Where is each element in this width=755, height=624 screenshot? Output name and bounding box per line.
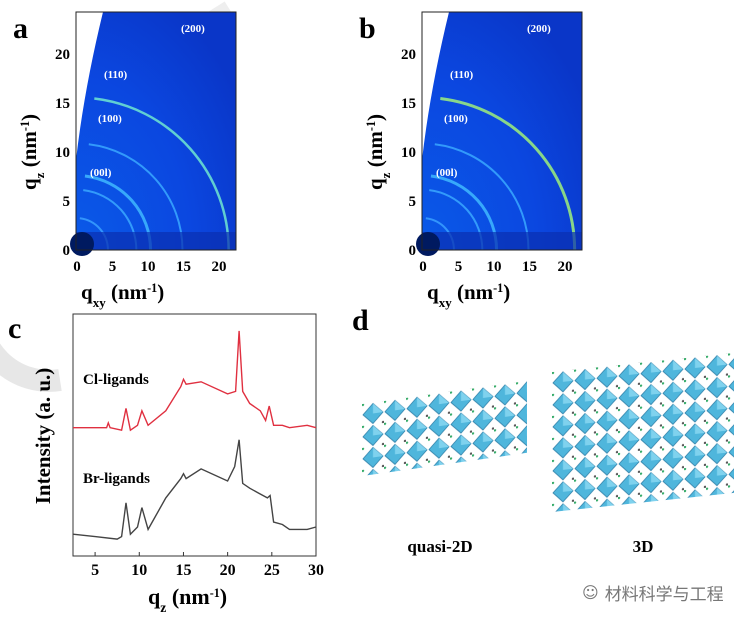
series-line-cl-ligands	[73, 330, 317, 432]
x-tick-label: 5	[91, 562, 99, 579]
quasi-2d-structure	[362, 380, 527, 476]
ring-label: (110)	[104, 69, 128, 81]
footer-text: 材料科学与工程	[604, 585, 724, 605]
y-tick-label: 20	[401, 47, 416, 63]
y-tick-label: 10	[55, 145, 70, 161]
diffraction-ring	[434, 143, 530, 251]
missing-wedge	[76, 12, 103, 160]
panel-label: a	[13, 12, 28, 45]
panel-label: b	[359, 12, 376, 45]
3d-structure	[552, 352, 734, 512]
series-label: Cl-ligands	[83, 372, 149, 388]
series-line-br-ligands	[72, 439, 317, 540]
y-tick-label: 5	[409, 194, 417, 210]
x-tick-label: 0	[73, 259, 81, 275]
panel-c-line-chart: c 5 10 15 20 25 30 qz (nm-1) Intensity (a. u.) Cl…	[8, 312, 324, 615]
plot-frame	[75, 11, 237, 251]
series-label: Br-ligands	[83, 471, 150, 487]
x-tick-label: 10	[131, 562, 147, 579]
x-axis-label: qxy (nm-1)	[81, 280, 164, 310]
x-axis-label: qxy (nm-1)	[427, 280, 510, 310]
x-tick-label: 20	[558, 259, 573, 275]
quasi-2d-label: quasi-2D	[407, 537, 472, 556]
diffraction-ring	[88, 143, 184, 251]
3d-label: 3D	[633, 537, 654, 556]
y-tick-label: 5	[63, 194, 71, 210]
x-tick-label: 30	[308, 562, 324, 579]
panel-b-giwaxs: (200) (110) (100) (00l) 0 5 10 15 20 0 5 10 15 20 b qxy…	[359, 11, 583, 310]
plot-frame	[72, 313, 317, 557]
y-tick-label: 15	[55, 96, 70, 112]
x-axis-label: qz (nm-1)	[148, 584, 227, 615]
footer-brand: ☺ 材料科学与工程	[582, 580, 724, 605]
y-tick-label: 10	[401, 145, 416, 161]
panel-d-label: d	[352, 304, 369, 337]
ring-label: (200)	[181, 23, 205, 35]
x-tick-label: 25	[264, 562, 280, 579]
beamstop	[70, 232, 94, 256]
y-tick-label: 0	[63, 243, 71, 259]
panel-a-giwaxs: (200) (110) (100) (00l) 0 5 10 15 20 0 5 10 15 20 a qxy…	[13, 11, 237, 310]
missing-wedge	[422, 12, 449, 160]
y-axis-label: Intensity (a. u.)	[31, 368, 55, 505]
ring-label: (00l)	[436, 167, 458, 179]
x-tick-label: 15	[175, 562, 191, 579]
x-tick-label: 15	[522, 259, 537, 275]
x-tick-label: 0	[419, 259, 427, 275]
x-tick-label: 10	[141, 259, 156, 275]
x-tick-label: 5	[109, 259, 117, 275]
diffraction-ring	[440, 96, 577, 251]
y-axis-label: qz (nm-1)	[363, 114, 393, 190]
ring-label: (00l)	[90, 167, 112, 179]
ring-label: (100)	[444, 113, 468, 125]
plot-frame	[421, 11, 583, 251]
x-tick-label: 15	[176, 259, 191, 275]
detector-image	[76, 12, 236, 250]
diffraction-ring	[94, 97, 230, 251]
x-tick-label: 20	[220, 562, 236, 579]
wechat-icon: ☺	[582, 583, 599, 602]
ring-label: (200)	[527, 23, 551, 35]
horizon-band	[422, 232, 582, 250]
y-axis-label: qz (nm-1)	[17, 114, 47, 190]
ring-label: (110)	[450, 69, 474, 81]
y-tick-label: 20	[55, 47, 70, 63]
panel-label: c	[8, 312, 21, 345]
y-tick-label: 15	[401, 96, 416, 112]
detector-image	[422, 12, 582, 250]
beamstop	[416, 232, 440, 256]
x-tick-label: 10	[487, 259, 502, 275]
x-tick-label: 20	[212, 259, 227, 275]
horizon-band	[76, 232, 236, 250]
x-tick-label: 5	[455, 259, 463, 275]
ring-label: (100)	[98, 113, 122, 125]
y-tick-label: 0	[409, 243, 417, 259]
